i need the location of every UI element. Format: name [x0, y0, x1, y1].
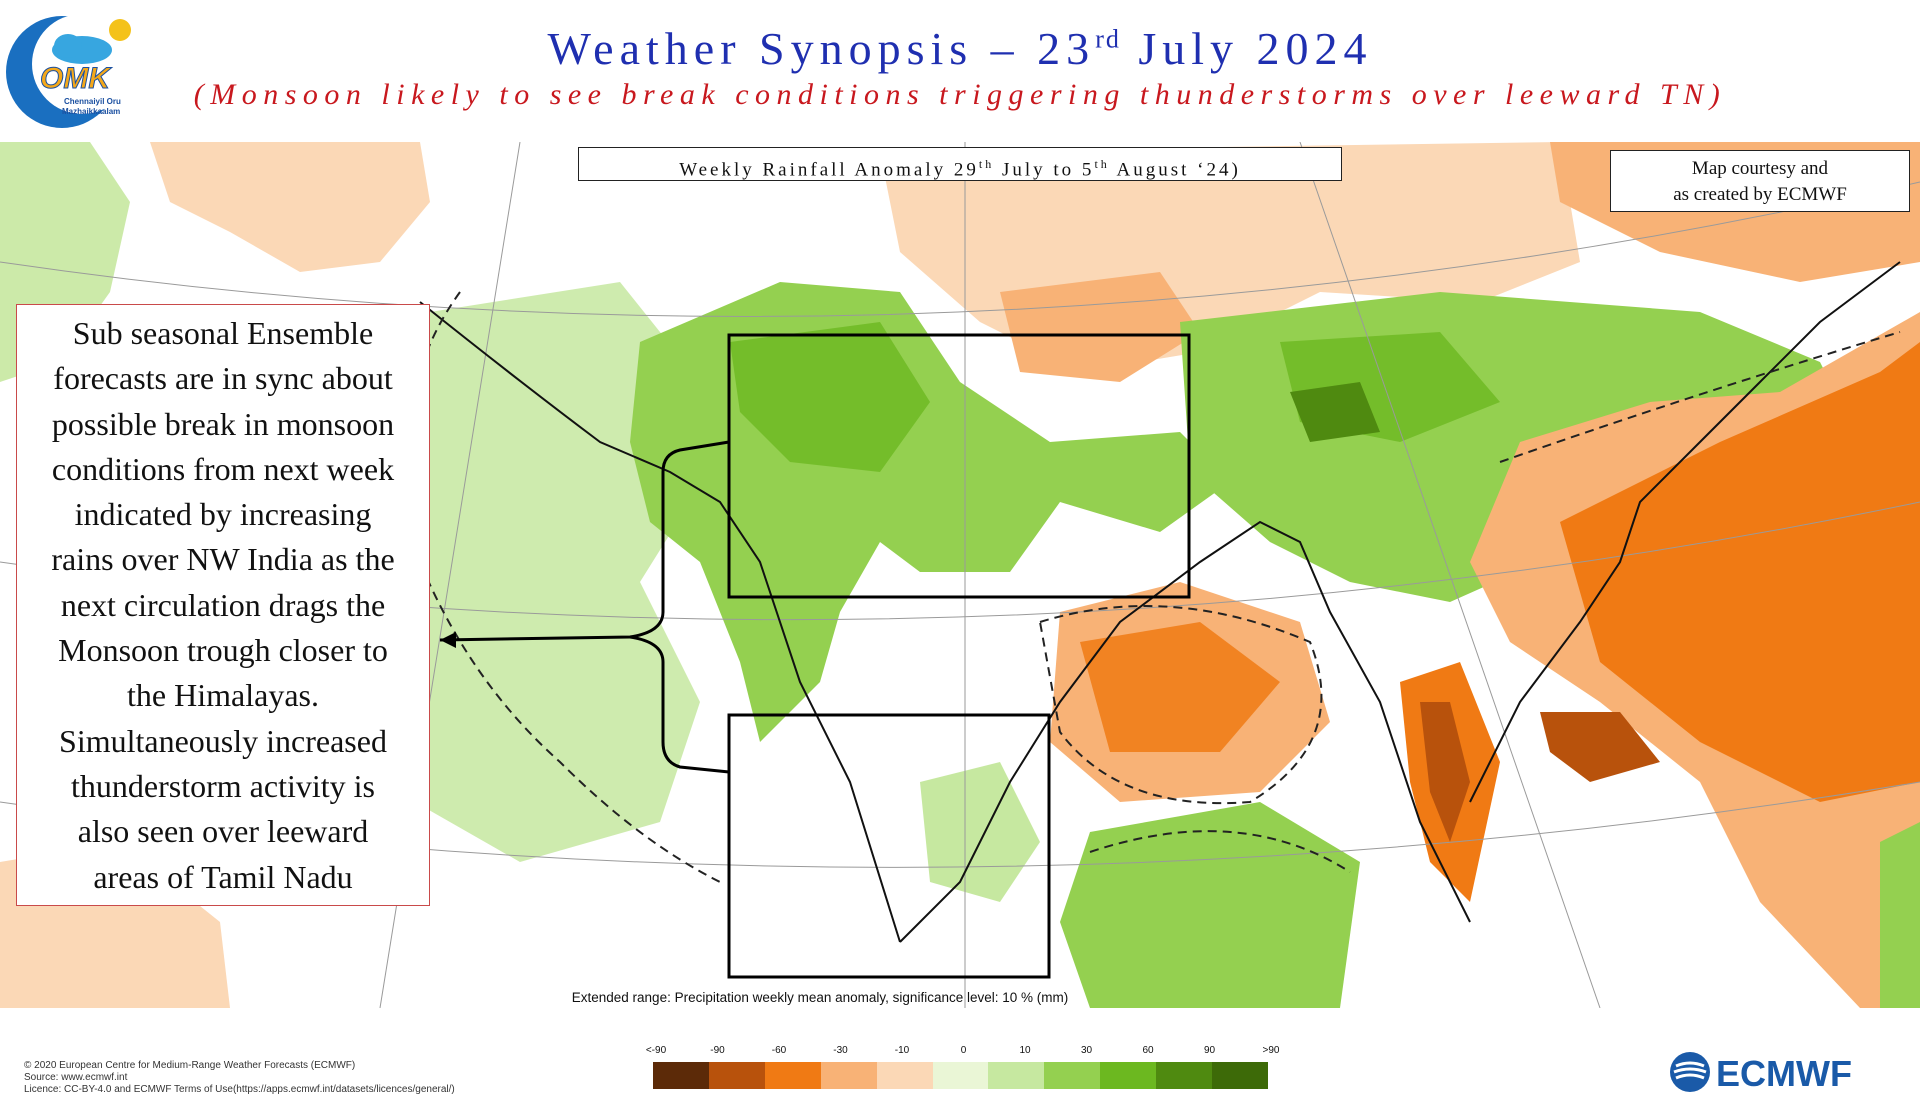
- ecmwf-logo: ECMWF: [1670, 1052, 1852, 1094]
- legend-title: Extended range: Precipitation weekly mea…: [571, 990, 1069, 1005]
- omk-letters: OMK: [40, 62, 112, 95]
- legend-tick-label: 10: [1019, 1045, 1031, 1056]
- legend-ticks: <-90 -90 -60 -30 -10 0 10 30 60 90 >90: [630, 1045, 1280, 1059]
- legend-swatch: [653, 1062, 709, 1089]
- legend-tick-label: -30: [833, 1045, 848, 1056]
- svg-text:Mazhaikkaalam: Mazhaikkaalam: [62, 107, 120, 116]
- legend-tick-label: 0: [960, 1045, 967, 1056]
- legend-swatch: [1212, 1062, 1268, 1089]
- map-courtesy-note: Map courtesy and as created by ECMWF: [1610, 150, 1910, 212]
- omk-logo: OMK Chennaiyil Oru Mazhaikkaalam: [6, 14, 132, 128]
- legend-tick-label: >90: [1262, 1045, 1280, 1056]
- legend-swatch: [1100, 1062, 1157, 1089]
- anomaly-region: [1540, 712, 1660, 782]
- legend-tick-label: -90: [710, 1045, 725, 1056]
- anomaly-region: [1290, 382, 1380, 442]
- anomaly-region: [1060, 802, 1360, 1008]
- page-subtitle: (Monsoon likely to see break conditions …: [193, 78, 1727, 111]
- sun-icon: [109, 19, 131, 41]
- legend-tick-label: -10: [894, 1045, 910, 1056]
- anomaly-region: [730, 322, 930, 472]
- copyright-notice: © 2020 European Centre for Medium-Range …: [24, 1060, 455, 1095]
- legend-tick-label: 30: [1080, 1045, 1093, 1056]
- legend-tick-label: <-90: [645, 1045, 667, 1056]
- legend-swatch: [876, 1062, 933, 1089]
- nw-india-highlight-box: [727, 333, 1191, 599]
- svg-text:ECMWF: ECMWF: [1716, 1053, 1852, 1094]
- bracket-arrow: [439, 440, 730, 642]
- legend-tick-label: 60: [1142, 1045, 1154, 1056]
- page-title: Weather Synopsis – 23rd July 2024: [547, 23, 1373, 74]
- forecast-annotation: Sub seasonal Ensemble forecasts are in s…: [16, 304, 430, 906]
- legend-swatch: [820, 1062, 877, 1089]
- legend-colorbar: [653, 1062, 1268, 1089]
- anomaly-region: [1560, 342, 1920, 802]
- anomaly-region: [1420, 702, 1470, 842]
- legend-tick-label: -60: [771, 1045, 787, 1056]
- legend-swatch: [708, 1062, 765, 1089]
- legend-tick-label: 90: [1203, 1045, 1216, 1056]
- legend-swatch: [1044, 1062, 1101, 1089]
- legend-swatch: [764, 1062, 821, 1089]
- arrowhead-icon: [440, 632, 456, 648]
- ecmwf-emblem-icon: [1670, 1052, 1710, 1092]
- anomaly-region: [1880, 822, 1920, 1008]
- svg-text:Chennaiyil Oru: Chennaiyil Oru: [64, 97, 121, 106]
- legend-swatch: [988, 1062, 1045, 1089]
- legend-swatch: [932, 1062, 989, 1089]
- tamil-nadu-highlight-box: [727, 713, 1051, 979]
- legend-swatch: [1156, 1062, 1213, 1089]
- anomaly-region: [1000, 272, 1200, 382]
- anomaly-region: [1080, 622, 1280, 752]
- weekly-anomaly-label: Weekly Rainfall Anomaly 29th July to 5th…: [578, 147, 1342, 181]
- anomaly-region: [150, 142, 430, 272]
